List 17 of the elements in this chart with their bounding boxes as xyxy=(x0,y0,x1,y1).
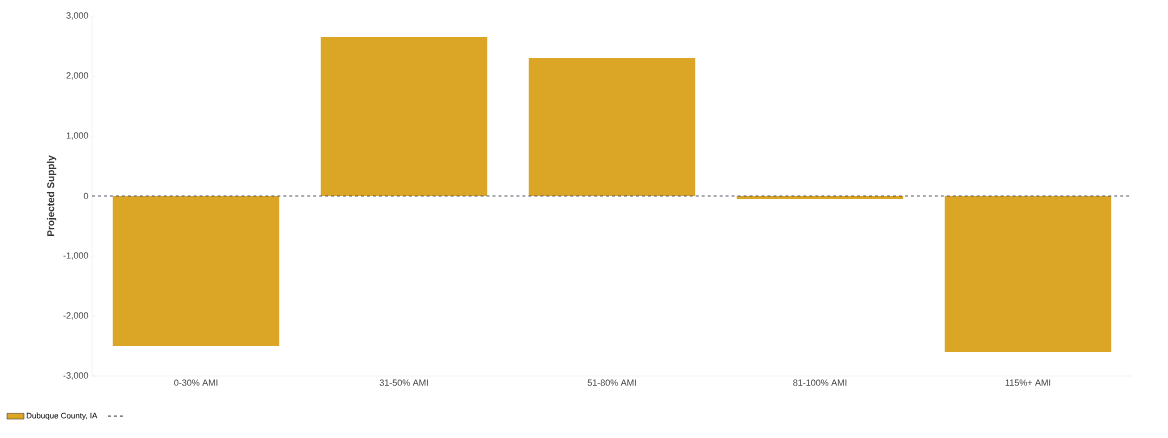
x-tick-label: 31-50% AMI xyxy=(379,379,428,386)
x-tick-label: 51-80% AMI xyxy=(587,379,636,386)
bar xyxy=(944,196,1112,352)
bar xyxy=(528,58,696,196)
y-tick-label: -1,000 xyxy=(63,252,89,260)
bar xyxy=(112,196,280,346)
y-tick-label: 2,000 xyxy=(66,72,89,80)
x-tick-label: 0-30% AMI xyxy=(174,379,218,386)
x-tick-label: 81-100% AMI xyxy=(793,379,847,386)
x-tick-label: 115%+ AMI xyxy=(1005,379,1051,386)
y-tick-label: 0 xyxy=(83,192,89,200)
y-tick-label: -3,000 xyxy=(63,372,89,380)
y-axis-title: Projected Supply xyxy=(46,155,57,237)
y-tick-label: -2,000 xyxy=(63,312,89,320)
bar xyxy=(320,37,488,196)
y-tick-label: 3,000 xyxy=(66,12,89,20)
y-tick-label: 1,000 xyxy=(66,132,89,140)
